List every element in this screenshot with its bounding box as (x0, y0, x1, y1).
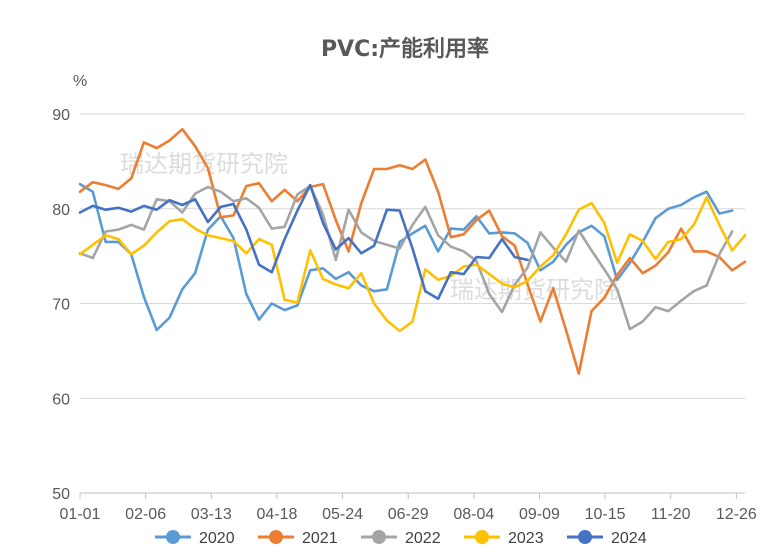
y-tick-label: 50 (52, 486, 70, 503)
series-lines (78, 127, 747, 375)
series-line-2020 (78, 182, 734, 332)
x-axis: 01-01 02-06 03-13 04-18 05-24 06-29 08-04 09-09… (60, 492, 757, 523)
legend-label: 2021 (302, 530, 338, 547)
legend-item-2024: 2024 (567, 530, 647, 547)
legend-item-2023: 2023 (464, 530, 544, 547)
legend-swatch-marker (372, 530, 386, 544)
y-tick-label: 70 (52, 297, 70, 314)
series-line-2023 (78, 196, 747, 333)
legend-item-2021: 2021 (258, 530, 338, 547)
gridlines (80, 113, 745, 399)
watermark-group: 瑞达期货研究院 瑞达期货研究院 (120, 150, 618, 304)
y-axis: 50 60 70 80 90 (52, 107, 70, 503)
legend-swatch-marker (578, 530, 592, 544)
legend: 2020 2021 2022 2023 2024 (155, 530, 647, 547)
legend-item-2022: 2022 (361, 530, 441, 547)
y-tick-label: 60 (52, 391, 70, 408)
legend-label: 2022 (405, 530, 441, 547)
x-tick-label: 10-15 (585, 506, 626, 523)
legend-swatch-marker (166, 530, 180, 544)
x-tick-label: 06-29 (388, 506, 429, 523)
legend-swatch-marker (475, 530, 489, 544)
series-line-2021 (78, 127, 747, 375)
chart-title: PVC:产能利用率 (321, 36, 489, 62)
legend-swatch-marker (269, 530, 283, 544)
x-tick-label: 12-26 (716, 506, 757, 523)
watermark-1: 瑞达期货研究院 (120, 150, 288, 178)
x-tick-label: 04-18 (256, 506, 297, 523)
legend-label: 2023 (508, 530, 544, 547)
legend-label: 2020 (199, 530, 235, 547)
x-tick-label: 09-09 (519, 506, 560, 523)
x-tick-label: 05-24 (322, 506, 363, 523)
y-axis-unit: % (73, 73, 87, 90)
legend-label: 2024 (611, 530, 647, 547)
legend-item-2020: 2020 (155, 530, 235, 547)
y-tick-label: 80 (52, 202, 70, 219)
x-tick-label: 02-06 (125, 506, 166, 523)
x-tick-label: 03-13 (191, 506, 232, 523)
series-line-2024 (78, 183, 529, 301)
x-tick-label: 01-01 (60, 506, 101, 523)
x-tick-label: 11-20 (651, 506, 691, 523)
x-tick-label: 08-04 (453, 506, 494, 523)
y-tick-label: 90 (52, 107, 70, 124)
